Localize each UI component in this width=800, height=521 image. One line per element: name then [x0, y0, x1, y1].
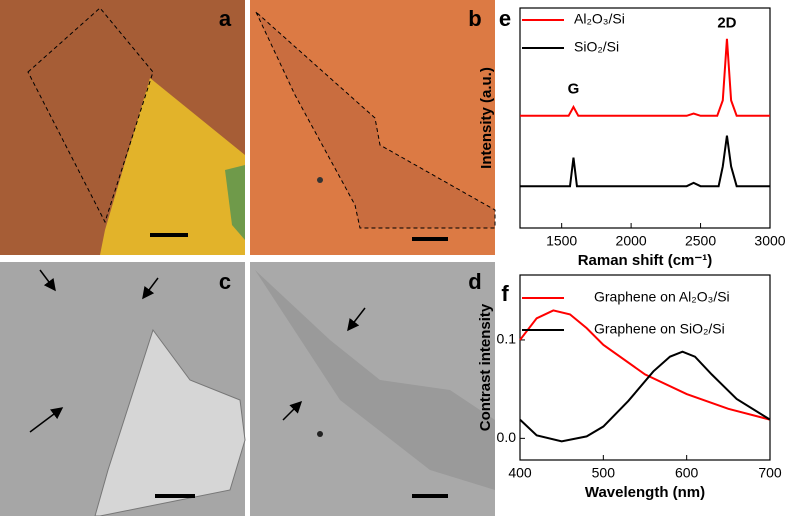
plot-frame [519, 7, 771, 229]
x-tick-label: 700 [758, 465, 782, 481]
series-line [520, 38, 770, 117]
series-line [519, 309, 771, 421]
x-tick-label: 500 [592, 465, 616, 481]
panel-label: f [501, 281, 509, 306]
micrograph-c: c [0, 262, 246, 517]
series-line [519, 350, 771, 443]
y-axis-label: Intensity (a.u.) [478, 67, 495, 169]
panel-label: a [219, 6, 232, 31]
panel-label: b [468, 6, 481, 31]
micrograph-d: d [250, 262, 495, 516]
micrograph-b: b [250, 0, 496, 255]
legend-label: Graphene on SiO₂/Si [594, 321, 725, 337]
x-axis-label: Raman shift (cm⁻¹) [578, 252, 713, 269]
panel-label: c [219, 269, 231, 294]
annotation: G [568, 80, 580, 97]
legend-label: Graphene on Al₂O₃/Si [594, 289, 730, 305]
series-line [520, 135, 770, 188]
x-tick-label: 2500 [685, 233, 716, 249]
x-tick-label: 1500 [546, 233, 577, 249]
micrograph-a: a [0, 0, 245, 255]
plot-frame [519, 274, 771, 461]
panel-label: e [499, 6, 511, 31]
x-tick-label: 400 [508, 465, 532, 481]
y-axis-label: Contrast intensity [477, 303, 494, 431]
panel-label: d [468, 269, 481, 294]
annotation: 2D [717, 14, 736, 31]
x-tick-label: 3000 [754, 233, 785, 249]
x-tick-label: 600 [675, 465, 699, 481]
y-tick-label: 0.0 [497, 429, 517, 445]
x-tick-label: 2000 [616, 233, 647, 249]
legend-label: Al₂O₃/Si [574, 11, 625, 27]
y-tick-label: 0.1 [497, 331, 517, 347]
x-axis-label: Wavelength (nm) [585, 484, 705, 501]
legend-label: SiO₂/Si [574, 39, 619, 55]
